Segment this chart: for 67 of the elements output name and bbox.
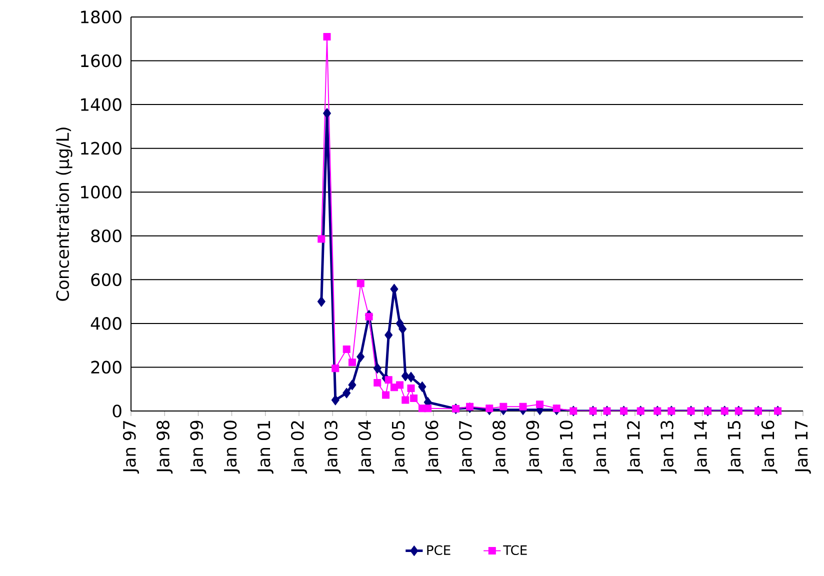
x-tick-label: Jan 17 (795, 420, 811, 474)
y-tick-label: 0 (112, 404, 122, 418)
y-tick-label: 1400 (81, 98, 122, 111)
x-tick-label: Jan 06 (425, 420, 442, 474)
point (398, 324, 407, 334)
x-tick-label: Jan 12 (626, 421, 644, 474)
x-tick-label: Jan 07 (458, 420, 476, 474)
point (396, 381, 404, 389)
legend-label: PCE (427, 545, 450, 556)
y-axis-title: Concentration (µg/L) (56, 128, 72, 301)
x-tick-label: Jan 98 (156, 420, 173, 474)
point (519, 402, 527, 410)
y-tick-label: 200 (91, 360, 122, 374)
y-tick-label: 1600 (81, 54, 122, 68)
point (356, 280, 364, 288)
y-tick-label: 1000 (81, 186, 122, 199)
point (486, 404, 494, 412)
x-tick-label: Jan 04 (358, 420, 374, 474)
point (318, 235, 326, 243)
point (401, 370, 410, 382)
x-tick-label: Jan 00 (224, 420, 240, 474)
point (552, 404, 560, 412)
y-tick-label: 1200 (81, 142, 122, 155)
point (356, 351, 365, 362)
y-tick-label: 600 (91, 273, 122, 286)
x-tick-label: Jan 14 (694, 420, 710, 474)
point (374, 379, 382, 387)
y-tick-label: 400 (90, 317, 122, 330)
point (536, 400, 544, 408)
point (331, 394, 340, 406)
x-tick-label: Jan 99 (190, 420, 206, 474)
x-tick-label: Jan 15 (728, 421, 744, 474)
y-tick-label: 1800 (81, 10, 122, 24)
point (410, 394, 418, 402)
point (407, 384, 415, 392)
point (384, 376, 392, 384)
point (466, 402, 474, 410)
x-tick-label: Jan 05 (392, 421, 408, 474)
x-tick-label: Jan 02 (290, 421, 308, 474)
point (342, 388, 351, 398)
x-tick-label: Jan 97 (122, 420, 140, 474)
point (402, 396, 410, 404)
x-tick-label: Jan 16 (761, 420, 778, 474)
point (317, 296, 326, 307)
x-tick-label: Jan 08 (492, 420, 509, 474)
point (424, 404, 432, 412)
point (342, 346, 350, 354)
point (323, 108, 331, 119)
point (500, 402, 508, 410)
point (382, 391, 390, 399)
y-tick-label: 800 (91, 229, 122, 242)
point (348, 358, 356, 366)
legend-label: TCE (503, 545, 527, 556)
point (365, 312, 373, 320)
x-tick-label: Jan 10 (560, 420, 576, 474)
x-tick-label: Jan 11 (594, 421, 610, 474)
point (332, 364, 340, 372)
point (323, 32, 331, 40)
point (407, 372, 416, 382)
x-tick-label: Jan 03 (324, 420, 341, 474)
point (373, 363, 382, 374)
point (384, 330, 393, 340)
x-tick-label: Jan 13 (660, 420, 677, 474)
point (348, 380, 356, 390)
point (418, 381, 426, 392)
x-tick-label: Jan 09 (526, 420, 542, 474)
x-tick-label: Jan 01 (257, 421, 274, 474)
